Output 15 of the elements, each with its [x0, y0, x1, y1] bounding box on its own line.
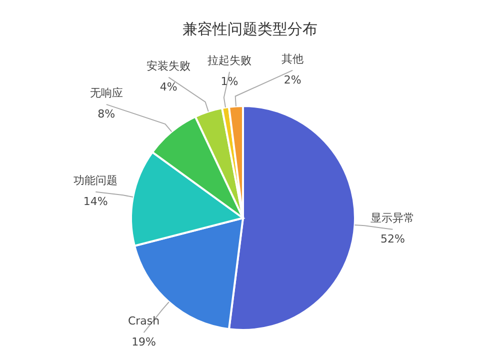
data-label: 8% [98, 107, 116, 120]
data-label: 19% [132, 336, 156, 349]
data-label: 1% [220, 74, 238, 88]
slice-label: 功能问题 [74, 174, 118, 187]
data-label: 14% [83, 194, 108, 208]
chart-title: 兼容性问题类型分布 [182, 20, 318, 38]
data-label: 2% [284, 73, 302, 86]
slice-label: 显示异常 [370, 211, 415, 224]
slice-label: 其他 [282, 52, 304, 66]
slice-label: 安装失败 [146, 59, 191, 72]
data-label: 4% [160, 80, 178, 94]
slice-label: Crash [128, 314, 160, 328]
data-label: 52% [380, 232, 405, 246]
slice-label: 无响应 [90, 86, 123, 100]
slice-label: 拉起失败 [208, 54, 252, 67]
